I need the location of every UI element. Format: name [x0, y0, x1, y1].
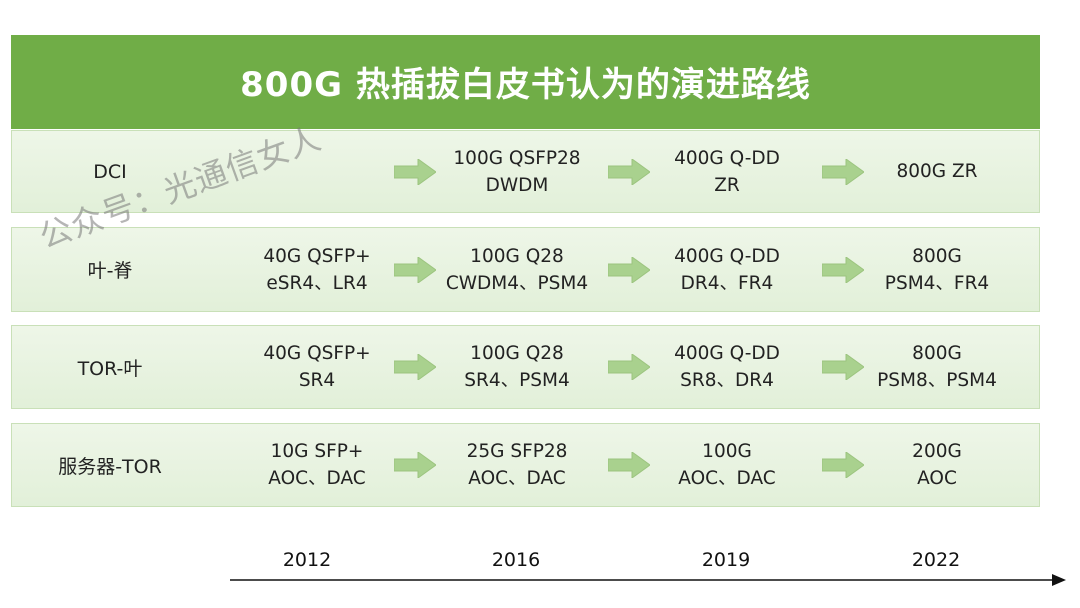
timeline-arrow-icon [230, 574, 1066, 586]
cell-line: 200G [912, 441, 962, 462]
row-server-tor: 服务器-TOR 10G SFP+ AOC、DAC 25G SFP28 AOC、D… [11, 423, 1040, 507]
stage-cell: 100G Q28 SR4、PSM4 [422, 326, 612, 408]
row-tor-leaf: TOR-叶 40G QSFP+ SR4 100G Q28 SR4、PSM4 40… [11, 325, 1040, 409]
cell-line: PSM8、PSM4 [877, 370, 997, 391]
page-title: 800G 热插拔白皮书认为的演进路线 [240, 64, 811, 105]
cell-line: eSR4、LR4 [266, 272, 368, 294]
stage-cell: 400G Q-DD ZR [632, 131, 822, 212]
cell-line: 800G ZR [896, 161, 978, 182]
year-label: 2022 [911, 549, 961, 571]
right-arrow-icon [608, 354, 650, 380]
stage-cell: 25G SFP28 AOC、DAC [422, 424, 612, 506]
cell-line: 40G QSFP+ [263, 245, 371, 267]
right-arrow-icon [608, 158, 650, 185]
year-label: 2012 [282, 549, 332, 571]
stage-cell: 800G ZR [842, 131, 1032, 212]
cell-line: 400G Q-DD [674, 343, 780, 364]
cell-line: SR4 [298, 370, 336, 391]
row-label: 叶-脊 [87, 260, 133, 282]
stage-cell: 10G SFP+ AOC、DAC [222, 424, 412, 506]
row-label: DCI [93, 160, 127, 183]
cell-line: 800G [912, 245, 962, 267]
right-arrow-icon [394, 158, 436, 185]
stage-cell: 100G Q28 CWDM4、PSM4 [422, 228, 612, 311]
cell-line: 10G SFP+ [270, 441, 364, 462]
cell-line: 40G QSFP+ [263, 343, 371, 364]
cell-line: CWDM4、PSM4 [445, 272, 589, 294]
right-arrow-icon [822, 158, 864, 185]
cell-line: 25G SFP28 [466, 441, 568, 462]
title-bar: 800G 热插拔白皮书认为的演进路线 [11, 35, 1040, 129]
cell-line: SR8、DR4 [680, 370, 774, 391]
stage-cell: 100G QSFP28 DWDM [422, 131, 612, 212]
stage-cell: 800G PSM8、PSM4 [842, 326, 1032, 408]
cell-line: AOC、DAC [678, 468, 776, 489]
right-arrow-icon [822, 256, 864, 283]
cell-line: 100G Q28 [470, 343, 564, 364]
cell-line: 400G Q-DD [674, 147, 780, 169]
right-arrow-icon [822, 354, 864, 380]
row-leaf-spine: 叶-脊 40G QSFP+ eSR4、LR4 100G Q28 CWDM4、PS… [11, 227, 1040, 312]
right-arrow-icon [394, 354, 436, 380]
cell-line: SR4、PSM4 [464, 370, 570, 391]
row-label: 服务器-TOR [58, 455, 162, 478]
cell-line: 100G QSFP28 [453, 147, 581, 169]
cell-line: AOC、DAC [468, 468, 566, 489]
stage-cell: 200G AOC [842, 424, 1032, 506]
cell-line: 100G [702, 441, 752, 462]
stage-cell: 40G QSFP+ SR4 [222, 326, 412, 408]
cell-line: AOC、DAC [268, 468, 366, 489]
row-dci: DCI 100G QSFP28 DWDM 400G Q-DD ZR 800G Z… [11, 130, 1040, 213]
stage-cell: 40G QSFP+ eSR4、LR4 [222, 228, 412, 311]
stage-cell: 400G Q-DD SR8、DR4 [632, 326, 822, 408]
year-label: 2016 [491, 549, 541, 571]
stage-cell: 800G PSM4、FR4 [842, 228, 1032, 311]
cell-line: 100G Q28 [470, 245, 564, 267]
cell-line: PSM4、FR4 [884, 272, 990, 294]
stage-cell: 100G AOC、DAC [632, 424, 822, 506]
right-arrow-icon [394, 256, 436, 283]
right-arrow-icon [822, 452, 864, 478]
right-arrow-icon [608, 256, 650, 283]
year-label: 2019 [701, 549, 751, 571]
right-arrow-icon [608, 452, 650, 478]
cell-line: AOC [917, 468, 957, 489]
cell-line: DWDM [485, 174, 549, 196]
cell-line: DR4、FR4 [680, 272, 774, 294]
cell-line: 800G [912, 343, 962, 364]
cell-line: ZR [714, 174, 740, 196]
cell-line: 400G Q-DD [674, 245, 780, 267]
stage-cell: 400G Q-DD DR4、FR4 [632, 228, 822, 311]
row-label: TOR-叶 [77, 357, 143, 380]
right-arrow-icon [394, 452, 436, 478]
